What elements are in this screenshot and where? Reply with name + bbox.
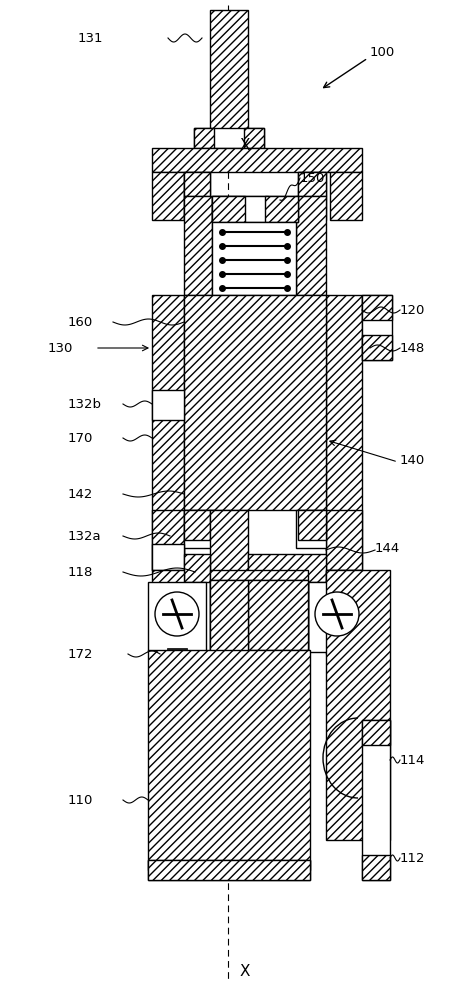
Bar xyxy=(212,196,298,222)
Bar xyxy=(362,335,392,360)
Bar xyxy=(244,128,264,148)
Bar xyxy=(362,720,390,880)
Bar xyxy=(148,582,206,652)
Text: 132a: 132a xyxy=(68,530,101,542)
Bar xyxy=(362,295,392,360)
Text: 144: 144 xyxy=(375,542,400,554)
Bar xyxy=(152,390,184,420)
Circle shape xyxy=(315,592,359,636)
Bar xyxy=(152,295,184,570)
Bar xyxy=(152,148,362,172)
Bar xyxy=(210,580,248,860)
Bar xyxy=(330,172,362,220)
Bar xyxy=(194,128,264,148)
Text: 132b: 132b xyxy=(68,397,102,410)
Bar xyxy=(152,172,184,220)
Bar xyxy=(148,860,310,880)
Bar xyxy=(184,196,212,295)
Bar xyxy=(362,295,392,320)
Bar xyxy=(268,196,298,222)
Text: 131: 131 xyxy=(78,31,103,44)
Text: X: X xyxy=(240,964,251,980)
Bar xyxy=(184,554,210,582)
Bar xyxy=(184,510,214,548)
Bar xyxy=(184,510,210,540)
Bar xyxy=(326,510,362,570)
Bar xyxy=(362,720,390,745)
Bar xyxy=(152,544,184,570)
Circle shape xyxy=(155,592,199,636)
Bar xyxy=(167,648,187,658)
Text: 150: 150 xyxy=(300,172,325,184)
Bar xyxy=(210,510,248,580)
Bar xyxy=(194,128,214,148)
Bar xyxy=(210,10,248,132)
Bar xyxy=(298,172,326,196)
Bar xyxy=(265,196,298,222)
Bar xyxy=(152,570,184,654)
Bar xyxy=(298,172,326,220)
Bar xyxy=(327,648,347,658)
Text: 118: 118 xyxy=(68,566,93,578)
Bar xyxy=(326,295,362,570)
Text: 100: 100 xyxy=(370,45,395,58)
Bar xyxy=(210,570,308,650)
Bar xyxy=(248,580,308,650)
Text: 140: 140 xyxy=(400,454,425,466)
Text: 160: 160 xyxy=(68,316,93,328)
Text: 172: 172 xyxy=(68,648,93,660)
Bar xyxy=(296,196,326,295)
Bar xyxy=(212,196,268,222)
Bar xyxy=(184,172,210,220)
Bar xyxy=(148,650,310,870)
Bar xyxy=(212,222,296,295)
Text: 170: 170 xyxy=(68,432,93,444)
Text: 120: 120 xyxy=(400,304,425,316)
Text: 130: 130 xyxy=(48,342,73,355)
Text: 114: 114 xyxy=(400,754,425,766)
Bar xyxy=(184,295,326,510)
Bar xyxy=(308,582,366,652)
Bar xyxy=(148,860,310,880)
Bar xyxy=(210,580,308,650)
Bar xyxy=(298,510,326,540)
Text: 112: 112 xyxy=(400,852,425,864)
Bar xyxy=(152,510,184,570)
Bar xyxy=(248,554,326,582)
Bar xyxy=(212,196,245,222)
Text: 148: 148 xyxy=(400,342,425,355)
Bar xyxy=(326,570,362,654)
Bar xyxy=(296,510,326,548)
Bar xyxy=(362,855,390,880)
Text: 142: 142 xyxy=(68,488,93,500)
Text: X: X xyxy=(240,137,251,152)
Bar xyxy=(184,172,210,196)
Text: 110: 110 xyxy=(68,794,93,806)
Bar xyxy=(326,570,390,840)
